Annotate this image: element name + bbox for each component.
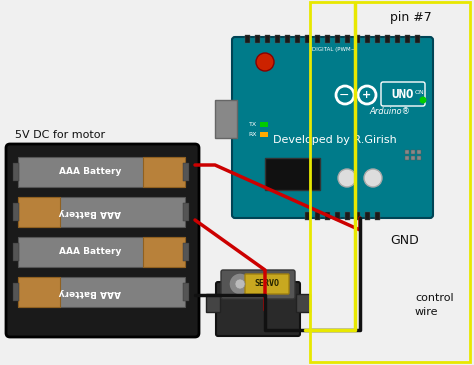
- Bar: [260, 132, 268, 137]
- Bar: [415, 35, 420, 43]
- Ellipse shape: [229, 273, 251, 295]
- Text: RX: RX: [249, 132, 257, 138]
- Bar: [18, 197, 60, 227]
- Bar: [18, 277, 60, 307]
- Bar: [296, 294, 310, 312]
- Bar: [375, 212, 380, 220]
- Ellipse shape: [235, 279, 245, 289]
- Bar: [325, 35, 330, 43]
- Bar: [345, 35, 350, 43]
- Bar: [385, 35, 390, 43]
- FancyBboxPatch shape: [216, 282, 300, 336]
- Text: TX: TX: [249, 123, 257, 127]
- Text: pin #7: pin #7: [390, 12, 432, 24]
- FancyBboxPatch shape: [232, 37, 433, 218]
- Text: SERVO: SERVO: [255, 280, 280, 288]
- Text: Arduino®: Arduino®: [370, 108, 410, 116]
- Bar: [405, 156, 409, 160]
- Text: DIGITAL (PWM~): DIGITAL (PWM~): [312, 47, 358, 53]
- Text: AAA Battery: AAA Battery: [59, 207, 121, 216]
- Ellipse shape: [338, 169, 356, 187]
- Text: AAA Battery: AAA Battery: [59, 247, 121, 257]
- Bar: [183, 203, 189, 221]
- Bar: [411, 150, 415, 154]
- Bar: [143, 237, 185, 267]
- Bar: [355, 35, 360, 43]
- Text: 5V DC for motor: 5V DC for motor: [15, 130, 105, 140]
- Bar: [395, 35, 400, 43]
- Text: UNO: UNO: [392, 88, 414, 100]
- Bar: [13, 243, 19, 261]
- Text: AAA Battery: AAA Battery: [59, 168, 121, 177]
- Bar: [265, 158, 320, 190]
- Bar: [411, 156, 415, 160]
- Bar: [285, 35, 290, 43]
- Bar: [183, 163, 189, 181]
- Bar: [245, 35, 250, 43]
- Bar: [143, 157, 185, 187]
- Bar: [325, 212, 330, 220]
- Ellipse shape: [364, 169, 382, 187]
- Bar: [315, 212, 320, 220]
- Bar: [375, 35, 380, 43]
- Bar: [18, 157, 185, 187]
- Bar: [255, 35, 260, 43]
- Bar: [183, 243, 189, 261]
- Bar: [355, 212, 360, 220]
- FancyBboxPatch shape: [6, 144, 199, 337]
- Bar: [18, 197, 185, 227]
- Bar: [215, 100, 237, 138]
- Bar: [206, 294, 220, 312]
- Bar: [13, 203, 19, 221]
- Bar: [335, 35, 340, 43]
- Bar: [365, 35, 370, 43]
- Bar: [345, 212, 350, 220]
- Bar: [18, 277, 185, 307]
- Bar: [275, 35, 280, 43]
- Text: −: −: [339, 88, 349, 101]
- Bar: [365, 212, 370, 220]
- Text: ON: ON: [415, 89, 425, 95]
- Text: +: +: [363, 90, 372, 100]
- Bar: [305, 212, 310, 220]
- Bar: [295, 35, 300, 43]
- Bar: [265, 35, 270, 43]
- Bar: [417, 150, 421, 154]
- Bar: [13, 283, 19, 301]
- Bar: [335, 212, 340, 220]
- Text: AAA Battery: AAA Battery: [59, 288, 121, 296]
- Bar: [417, 156, 421, 160]
- Bar: [405, 150, 409, 154]
- Bar: [310, 2, 470, 362]
- FancyBboxPatch shape: [245, 274, 289, 294]
- Bar: [260, 122, 268, 127]
- Bar: [183, 283, 189, 301]
- FancyBboxPatch shape: [221, 270, 295, 299]
- Text: GND: GND: [390, 234, 419, 246]
- Bar: [315, 35, 320, 43]
- Bar: [13, 163, 19, 181]
- Text: Developed by R.Girish: Developed by R.Girish: [273, 135, 397, 145]
- Bar: [405, 35, 410, 43]
- Text: control
wire: control wire: [415, 293, 454, 317]
- Bar: [18, 237, 185, 267]
- Ellipse shape: [256, 53, 274, 71]
- Bar: [305, 35, 310, 43]
- Ellipse shape: [419, 96, 427, 104]
